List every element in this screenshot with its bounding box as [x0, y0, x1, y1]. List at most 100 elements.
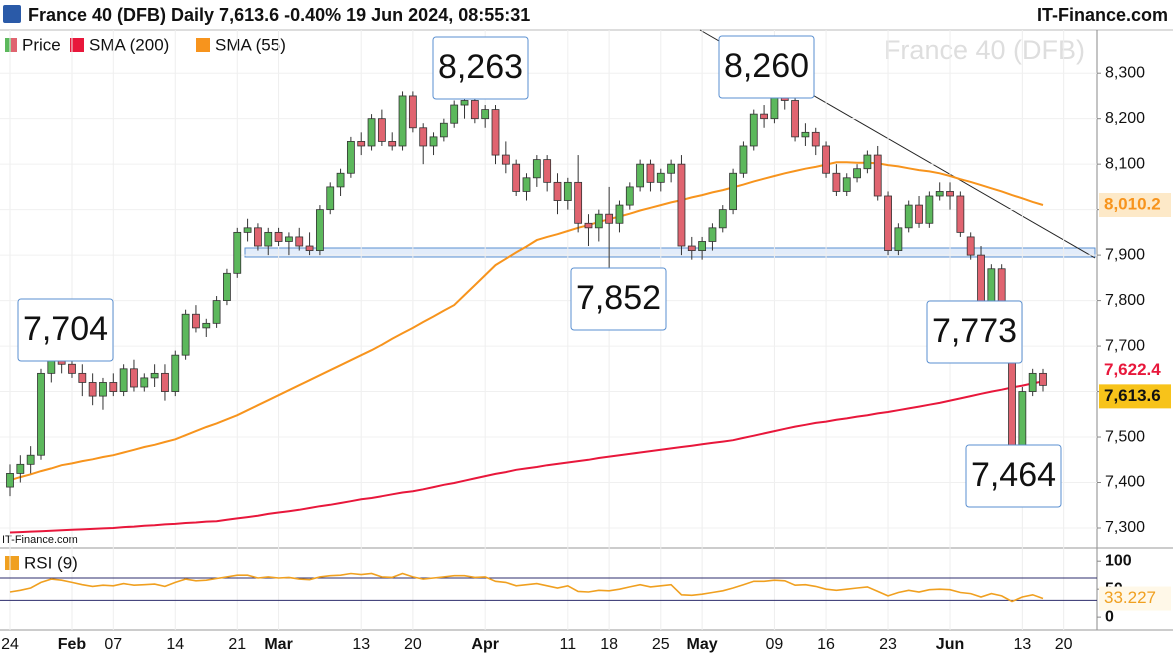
candle-body: [470, 100, 479, 120]
legend-label: Price: [22, 35, 61, 54]
candle-body: [770, 95, 779, 120]
x-tick-label: 09: [766, 636, 784, 653]
candle-body: [78, 372, 87, 383]
candle-body: [987, 268, 996, 306]
legend-swatch: [5, 556, 19, 570]
candle-body: [481, 109, 490, 120]
annotation-box: [926, 300, 1023, 364]
annotation-label: 7,773: [932, 312, 1017, 350]
candle-body: [161, 372, 169, 392]
x-tick-label: 20: [404, 636, 422, 653]
candle-body: [532, 159, 541, 179]
candle-body: [37, 372, 45, 456]
x-tick-label: Mar: [264, 636, 292, 653]
annotation-label: 7,704: [23, 310, 108, 348]
candle-body: [677, 163, 686, 247]
candle-body: [192, 313, 200, 329]
last-value-label: 8,010.2: [1104, 194, 1161, 213]
candle-body: [563, 181, 572, 201]
candle-body: [801, 131, 810, 138]
legend-label: SMA (55): [215, 35, 286, 54]
x-tick-label: 23: [879, 636, 897, 653]
candle-body: [150, 372, 159, 379]
candle-body: [223, 272, 231, 301]
candle-body: [708, 227, 717, 242]
candle-body: [1018, 391, 1027, 447]
candle-body: [460, 100, 469, 106]
candle-body: [346, 141, 355, 174]
candle-body: [625, 186, 634, 206]
candle-body: [553, 181, 562, 201]
last-value-label: 7,622.4: [1104, 360, 1161, 379]
candle-body: [119, 368, 128, 392]
candle-body: [997, 268, 1006, 306]
y-tick-label: 7,400: [1105, 474, 1145, 491]
last-value-box: [1099, 384, 1171, 409]
candle-body: [832, 172, 841, 192]
candle-body: [811, 131, 820, 147]
candle-body: [760, 113, 768, 120]
legend: Price SMA (200) SMA (55) RSI (9): [5, 35, 286, 572]
legend-label: SMA (200): [89, 35, 169, 54]
y-tick-label: 8,100: [1105, 155, 1145, 172]
candle-body: [822, 145, 830, 174]
last-value-box: [1099, 586, 1171, 611]
candle-body: [842, 177, 851, 192]
candle-body: [543, 159, 552, 183]
candle-body: [656, 172, 665, 183]
y-tick-label: 100: [1105, 552, 1132, 569]
candle-body: [925, 195, 934, 224]
candle-body: [873, 154, 882, 197]
candle-body: [419, 127, 428, 147]
candle-body: [6, 473, 14, 488]
candle-body: [863, 154, 872, 170]
rsi-line: [9, 572, 1044, 603]
y-tick-label: 7,500: [1105, 428, 1145, 445]
last-value-box: [1099, 358, 1171, 383]
candle-body: [295, 236, 304, 247]
x-tick-label: Apr: [471, 636, 499, 653]
candle-body: [109, 382, 118, 392]
legend-swatch: [196, 38, 210, 52]
candle-body: [1039, 372, 1047, 386]
candle-body: [202, 322, 211, 329]
candle-body: [181, 313, 190, 356]
candle-body: [718, 209, 727, 229]
x-tick-label: 21: [228, 636, 246, 653]
y-tick-label: 8,200: [1105, 110, 1145, 127]
candle-body: [977, 254, 985, 306]
x-tick-label: 07: [104, 636, 122, 653]
x-tick-label: 16: [817, 636, 835, 653]
candle-body: [574, 181, 583, 224]
x-tick-label: 18: [600, 636, 618, 653]
legend-swatch: [5, 38, 11, 52]
x-tick-label: 20: [1055, 636, 1073, 653]
candle-body: [749, 113, 758, 147]
candle-body: [68, 363, 76, 374]
y-tick-label: 7,900: [1105, 246, 1145, 263]
source: IT-Finance.com: [2, 534, 78, 546]
candle-body: [408, 95, 417, 129]
candle-body: [729, 172, 737, 211]
legend-swatch: [70, 38, 84, 52]
candle-body: [377, 118, 386, 142]
annotation-label: 7,852: [576, 279, 661, 317]
y-tick-label: 0: [1105, 608, 1114, 625]
candle-body: [1028, 372, 1037, 392]
x-tick-label: 13: [1013, 636, 1031, 653]
x-tick-label: 14: [166, 636, 184, 653]
legend-swatch: [11, 38, 17, 52]
x-tick-label: 11: [560, 636, 577, 653]
annotation-box: [17, 298, 114, 362]
candle-body: [594, 213, 603, 229]
candle-body: [130, 368, 138, 388]
candle-body: [584, 222, 593, 229]
candle-body: [501, 154, 510, 165]
candle-body: [491, 109, 500, 156]
legend-label: RSI (9): [24, 553, 78, 572]
y-tick-label: 7,700: [1105, 337, 1145, 354]
candle-body: [935, 191, 944, 197]
candle-body: [853, 168, 861, 179]
candle-body: [512, 163, 521, 192]
